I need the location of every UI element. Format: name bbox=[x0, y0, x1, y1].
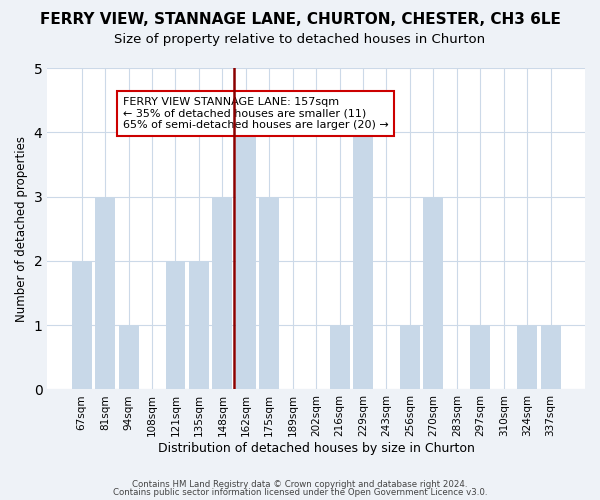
Bar bbox=[72, 261, 92, 390]
Bar bbox=[541, 325, 560, 390]
Bar bbox=[424, 196, 443, 390]
Text: Contains HM Land Registry data © Crown copyright and database right 2024.: Contains HM Land Registry data © Crown c… bbox=[132, 480, 468, 489]
Bar bbox=[212, 196, 232, 390]
Bar bbox=[517, 325, 537, 390]
Bar bbox=[189, 261, 209, 390]
Bar bbox=[166, 261, 185, 390]
Bar bbox=[259, 196, 279, 390]
X-axis label: Distribution of detached houses by size in Churton: Distribution of detached houses by size … bbox=[158, 442, 475, 455]
Bar bbox=[353, 132, 373, 390]
Text: Contains public sector information licensed under the Open Government Licence v3: Contains public sector information licen… bbox=[113, 488, 487, 497]
Bar bbox=[470, 325, 490, 390]
Text: Size of property relative to detached houses in Churton: Size of property relative to detached ho… bbox=[115, 32, 485, 46]
Text: FERRY VIEW, STANNAGE LANE, CHURTON, CHESTER, CH3 6LE: FERRY VIEW, STANNAGE LANE, CHURTON, CHES… bbox=[40, 12, 560, 28]
Bar bbox=[400, 325, 420, 390]
Text: FERRY VIEW STANNAGE LANE: 157sqm
← 35% of detached houses are smaller (11)
65% o: FERRY VIEW STANNAGE LANE: 157sqm ← 35% o… bbox=[122, 97, 388, 130]
Bar bbox=[95, 196, 115, 390]
Bar bbox=[329, 325, 350, 390]
Bar bbox=[119, 325, 139, 390]
Bar bbox=[236, 132, 256, 390]
Y-axis label: Number of detached properties: Number of detached properties bbox=[15, 136, 28, 322]
